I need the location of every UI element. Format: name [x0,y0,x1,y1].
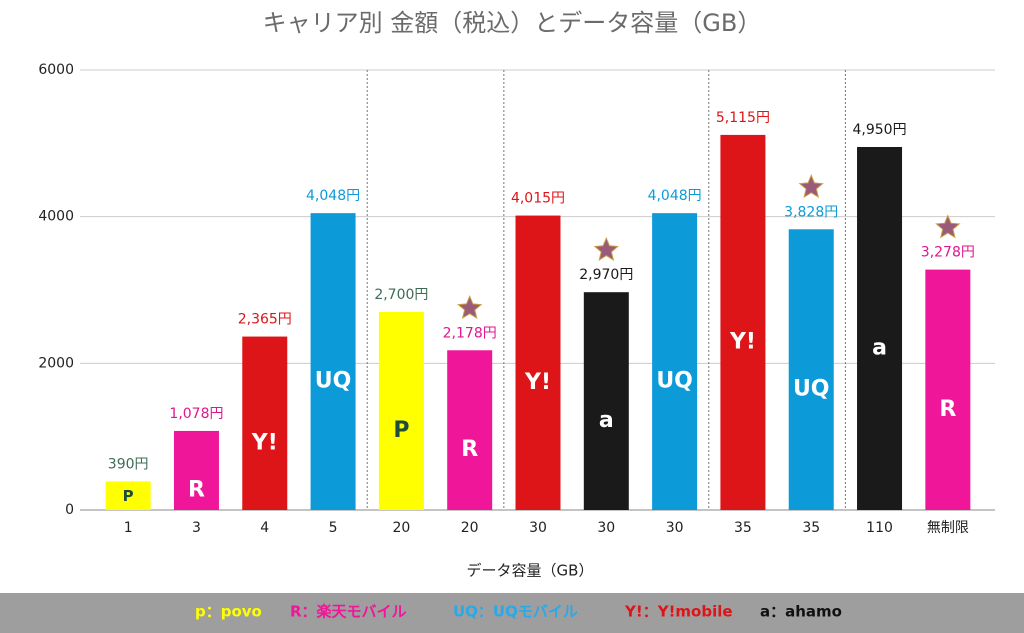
bar-label: P [123,487,134,505]
x-tick-label: 5 [329,520,338,536]
x-tick-label: 20 [392,520,410,536]
value-label: 4,048円 [306,188,360,204]
value-label: 2,970円 [579,267,633,283]
star-icon [457,295,483,320]
value-label: 3,828円 [784,204,838,220]
bar [173,430,219,510]
bar [105,481,151,510]
bar [652,213,698,510]
y-tick-label: 6000 [38,62,74,78]
y-tick-label: 4000 [38,209,74,225]
bar [310,213,356,510]
bar-label: Y! [524,370,551,395]
x-axis-title: データ容量（GB） [467,562,594,580]
bar [378,312,424,510]
x-tick-label: 1 [124,520,133,536]
y-tick-label: 0 [65,502,74,518]
bar-label: a [872,336,887,361]
star-icon [593,236,619,261]
value-label: 3,278円 [921,245,975,261]
x-tick-label: 30 [666,520,684,536]
value-label: 5,115円 [716,110,770,126]
x-tick-label: 無制限 [927,520,969,536]
bar [788,229,834,510]
bar [857,147,903,510]
bar [583,292,629,510]
value-label: 4,950円 [852,122,906,138]
legend-entry: R：楽天モバイル [290,603,407,621]
y-tick-label: 2000 [38,355,74,371]
star-icon [798,173,824,199]
bar-label: R [461,437,478,462]
x-tick-label: 110 [866,520,893,536]
bar-label: R [188,477,205,502]
legend-entry: UQ：UQモバイル [453,603,578,621]
bar-label: Y! [251,430,278,455]
value-label: 2,178円 [443,325,497,341]
legend-entry: a：ahamo [760,603,842,621]
bar [515,215,561,511]
x-tick-label: 20 [461,520,479,536]
value-label: 390円 [108,456,149,472]
bar-label: P [393,418,409,443]
legend-entry: p：povo [195,603,262,621]
star-icon [935,214,961,239]
x-tick-label: 4 [260,520,269,536]
x-tick-label: 35 [734,520,752,536]
x-tick-label: 30 [529,520,547,536]
bar [242,336,288,510]
bar [447,350,493,510]
x-tick-label: 30 [597,520,615,536]
value-label: 4,048円 [648,188,702,204]
value-label: 2,700円 [374,287,428,303]
bar-label: a [599,408,614,433]
bar [925,269,971,510]
bar-label: UQ [315,369,352,394]
legend-entry: Y!：Y!mobile [624,603,733,621]
chart-title: キャリア別 金額（税込）とデータ容量（GB） [263,9,762,37]
value-label: 2,365円 [238,312,292,328]
bar-label: UQ [793,377,830,402]
value-label: 4,015円 [511,191,565,207]
bar-label: R [939,397,956,422]
value-label: 1,078円 [169,406,223,422]
x-tick-label: 35 [802,520,820,536]
legend-bar [0,593,1024,633]
bar [720,134,766,510]
bar-label: Y! [729,329,756,354]
x-tick-label: 3 [192,520,201,536]
bar-label: UQ [656,369,693,394]
